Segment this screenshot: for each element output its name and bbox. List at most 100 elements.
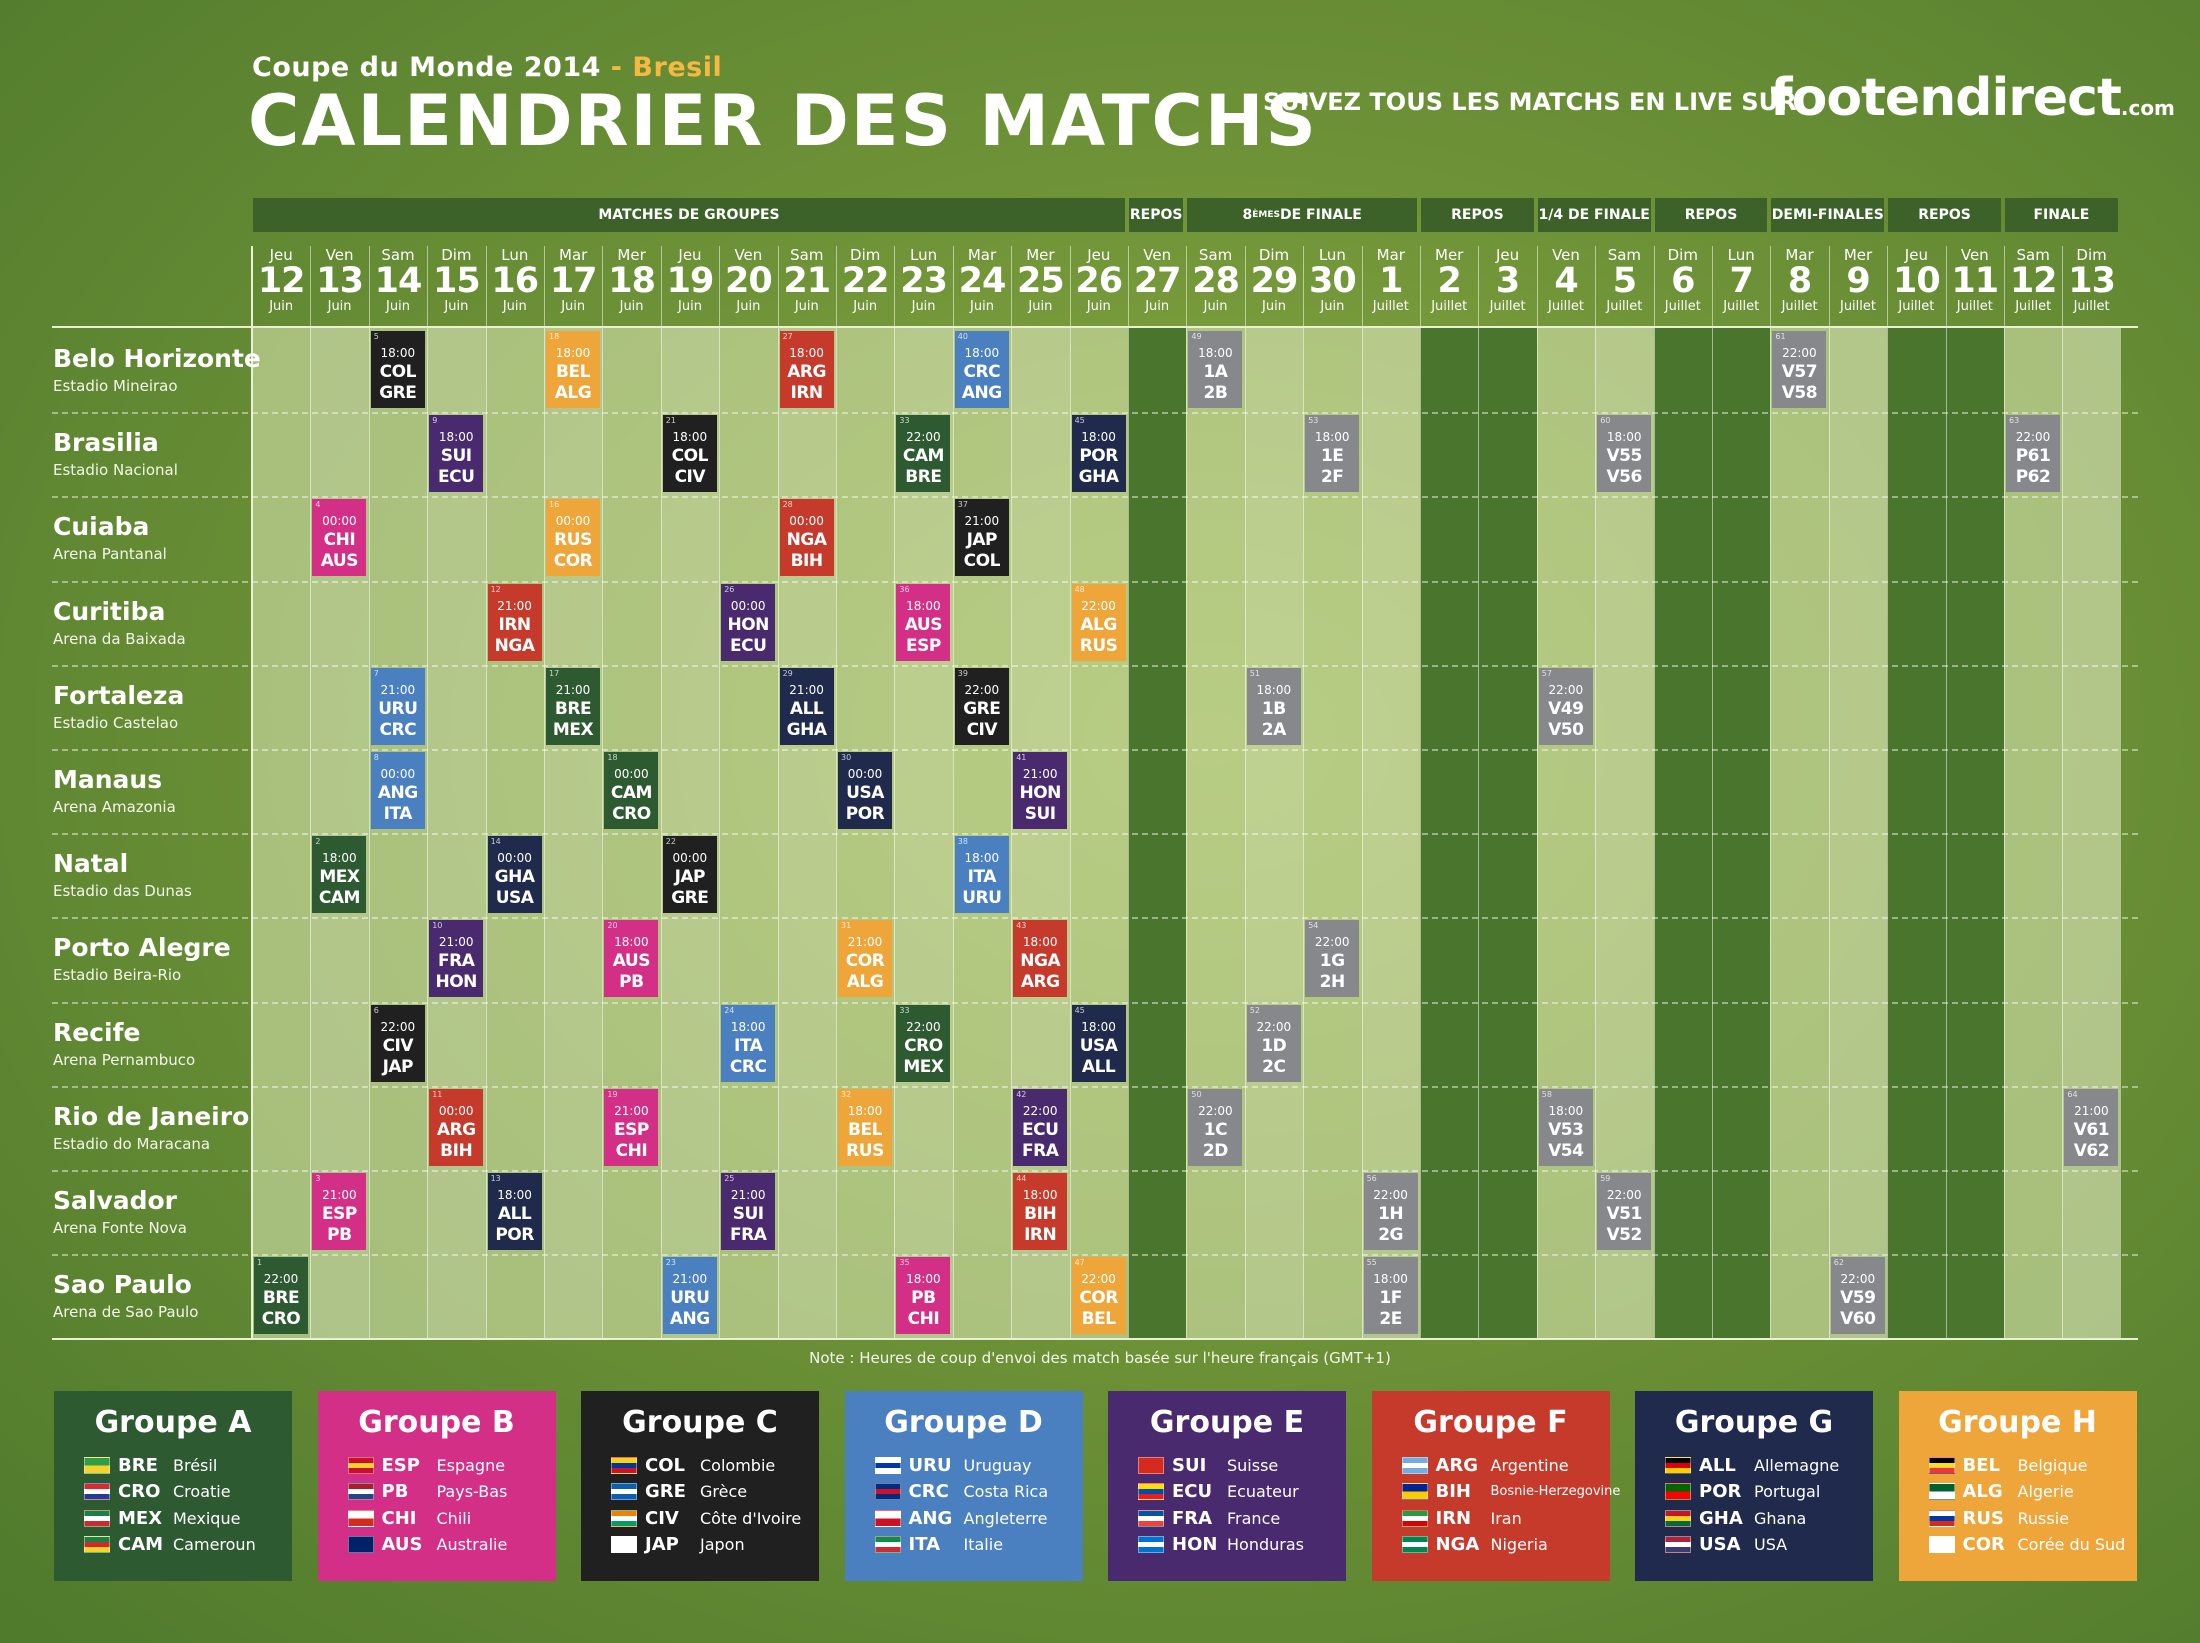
match-block[interactable]: 12 21:00 IRN NGA [487,583,542,661]
flag-icon [1928,1509,1955,1527]
match-block[interactable]: 63 22:00 P61 P62 [2006,415,2060,493]
match-block[interactable]: 64 21:00 V61 V62 [2064,1088,2119,1166]
day-name: Ven [1960,246,1989,264]
match-block[interactable]: 19 21:00 ESP CHI [604,1088,659,1166]
match-block[interactable]: 45 18:00 POR GHA [1071,415,1126,493]
match-block[interactable]: 45 18:00 USA ALL [1071,1004,1126,1082]
match-block[interactable]: 47 22:00 COR BEL [1071,1257,1126,1335]
match-number: 28 [782,500,793,510]
day-number: 19 [666,261,715,301]
team-entry: SUI Suisse [1138,1453,1278,1477]
match-block[interactable]: 55 18:00 1F 2E [1363,1257,1418,1335]
match-block[interactable]: 3 21:00 ESP PB [312,1173,367,1250]
match-block[interactable]: 51 18:00 1B 2A [1246,667,1301,745]
match-block[interactable]: 44 18:00 BIH IRN [1013,1173,1068,1250]
match-number: 26 [724,584,735,594]
match-block[interactable]: 30 00:00 USA POR [838,752,892,829]
match-block[interactable]: 28 00:00 NGA BIH [779,499,834,577]
match-block[interactable]: 61 22:00 V57 V58 [1772,331,1827,408]
match-block[interactable]: 37 21:00 JAP COL [954,499,1009,577]
match-block[interactable]: 9 18:00 SUI ECU [429,415,484,493]
match-block[interactable]: 35 18:00 PB CHI [896,1257,951,1335]
flag-icon [611,1509,637,1527]
match-block[interactable]: 41 21:00 HON SUI [1013,752,1068,829]
match-block[interactable]: 18 00:00 CAM CRO [604,752,659,829]
team-abbr: GHA [1699,1507,1743,1529]
team-name: Uruguay [963,1455,1032,1475]
match-block[interactable]: 48 22:00 ALG RUS [1071,583,1126,661]
match-block[interactable]: 43 18:00 NGA ARG [1013,920,1068,998]
match-block[interactable]: 16 00:00 RUS COR [546,499,600,577]
row-divider [52,1254,2138,1257]
match-team-away: CAM [318,888,361,909]
match-number: 37 [957,500,968,510]
match-block[interactable]: 23 21:00 URU ANG [662,1257,717,1335]
match-block[interactable]: 5 18:00 COL GRE [370,331,425,408]
match-block[interactable]: 22 00:00 JAP GRE [662,836,717,914]
flag-icon [1401,1483,1428,1500]
match-block[interactable]: 8 00:00 ANG ITA [370,752,425,829]
match-block[interactable]: 7 21:00 URU CRC [370,667,425,745]
match-team-home: AUS [612,951,651,972]
match-block[interactable]: 52 22:00 1D 2C [1246,1004,1301,1082]
match-block[interactable]: 50 22:00 1C 2D [1188,1088,1243,1166]
match-block[interactable]: 13 18:00 ALL POR [487,1173,542,1250]
match-block[interactable]: 40 18:00 CRC ANG [954,331,1009,408]
match-block[interactable]: 62 22:00 V59 V60 [1830,1257,1885,1335]
match-block[interactable]: 20 18:00 AUS PB [604,920,659,998]
match-block[interactable]: 2 18:00 MEX CAM [312,836,367,914]
column-divider [1303,246,1305,1339]
match-block[interactable]: 17 21:00 BRE MEX [546,667,600,745]
match-block[interactable]: 6 22:00 CIV JAP [370,1004,425,1082]
match-block[interactable]: 33 22:00 CRO MEX [896,1004,951,1082]
match-block[interactable]: 10 21:00 FRA HON [429,920,484,998]
match-block[interactable]: 36 18:00 AUS ESP [896,583,951,661]
team-entry: ESP Espagne [347,1453,505,1477]
match-block[interactable]: 18 18:00 BEL ALG [546,331,600,408]
match-block[interactable]: 58 18:00 V53 V54 [1538,1088,1593,1166]
match-team-home: ITA [967,867,997,888]
column-divider [1069,246,1071,1339]
match-block[interactable]: 57 22:00 V49 V50 [1538,667,1593,745]
match-time: 21:00 [789,682,824,697]
match-number: 31 [841,921,852,931]
match-block[interactable]: 27 18:00 ARG IRN [779,331,834,408]
match-team-away: BRE [905,467,942,488]
match-team-home: POR [1079,446,1118,467]
match-block[interactable]: 33 22:00 CAM BRE [896,415,951,493]
match-block[interactable]: 32 18:00 BEL RUS [838,1088,892,1166]
day-header: Sam 5 Juillet [1595,248,1653,314]
match-block[interactable]: 59 22:00 V51 V52 [1597,1173,1652,1250]
footendirect-logo[interactable]: footendirect.com [1770,68,2175,128]
match-block[interactable]: 39 22:00 GRE CIV [954,667,1009,745]
phase-label: 8 [1242,207,1253,223]
match-block[interactable]: 14 00:00 GHA USA [487,836,542,914]
match-block[interactable]: 29 21:00 ALL GHA [779,667,834,745]
match-block[interactable]: 4 00:00 CHI AUS [312,499,367,577]
match-number: 51 [1249,668,1260,678]
match-block[interactable]: 49 18:00 1A 2B [1188,331,1243,408]
match-block[interactable]: 1 22:00 BRE CRO [254,1257,308,1335]
day-month: Juin [678,299,702,314]
match-number: 33 [899,416,910,426]
match-number: 27 [782,332,793,341]
day-header: Mar 17 Juin [544,248,602,314]
match-time: 00:00 [322,514,357,529]
match-block[interactable]: 25 21:00 SUI FRA [721,1173,776,1250]
match-block[interactable]: 31 21:00 COR ALG [838,920,892,998]
match-time: 00:00 [555,514,591,529]
match-block[interactable]: 11 00:00 ARG BIH [429,1088,484,1166]
match-block[interactable]: 53 18:00 1E 2F [1305,415,1360,493]
match-block[interactable]: 60 18:00 V55 V56 [1597,415,1652,493]
column-divider [952,246,954,1339]
match-block[interactable]: 42 22:00 ECU FRA [1013,1088,1068,1166]
team-abbr: SUI [1172,1454,1207,1476]
match-time: 00:00 [497,851,532,866]
match-block[interactable]: 24 18:00 ITA CRC [721,1004,776,1082]
match-block[interactable]: 54 22:00 1G 2H [1305,920,1360,998]
match-time: 21:00 [847,935,883,950]
match-block[interactable]: 21 18:00 COL CIV [662,415,717,493]
match-block[interactable]: 26 00:00 HON ECU [721,583,776,661]
match-block[interactable]: 56 22:00 1H 2G [1363,1173,1418,1250]
match-block[interactable]: 38 18:00 ITA URU [954,836,1009,914]
